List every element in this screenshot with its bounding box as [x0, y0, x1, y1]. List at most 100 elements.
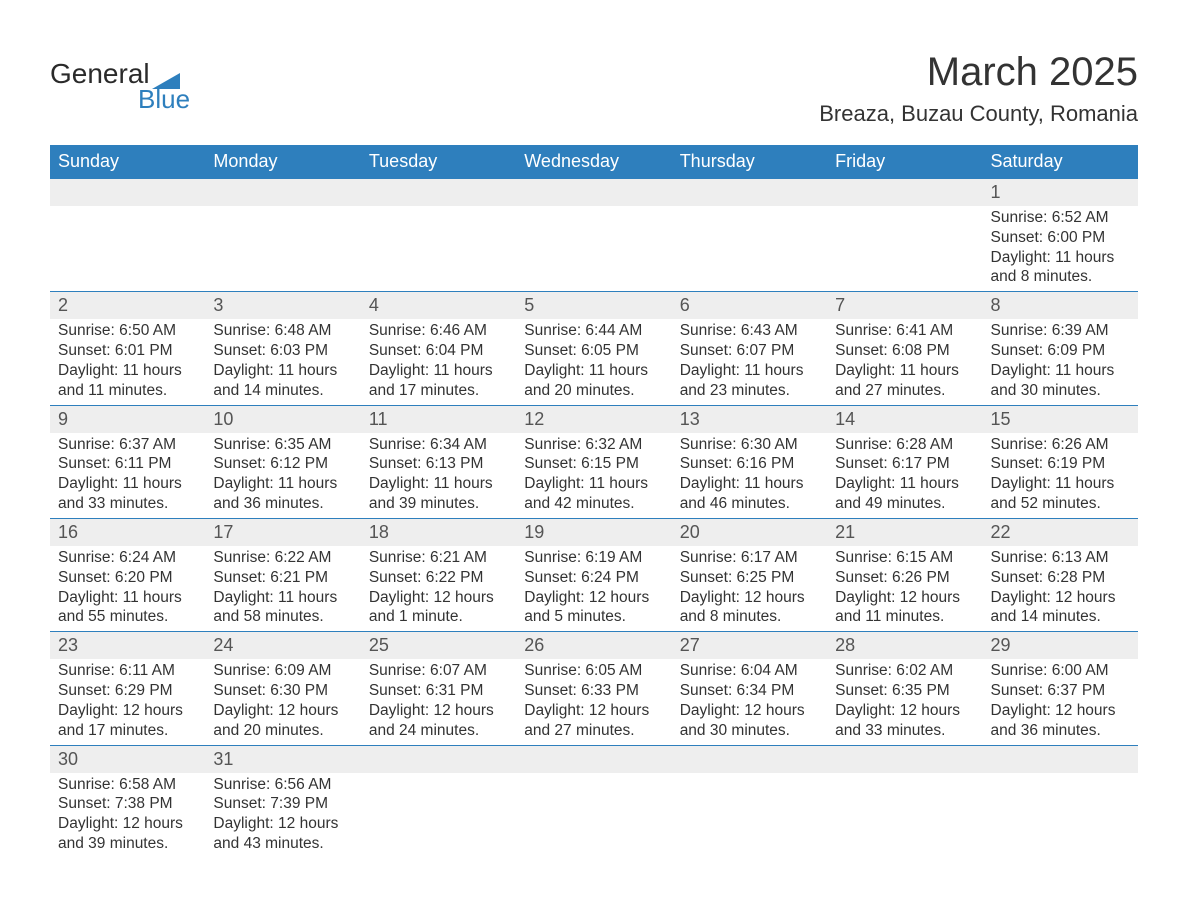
daynum-cell: 14	[827, 405, 982, 433]
details-cell: Sunrise: 6:24 AMSunset: 6:20 PMDaylight:…	[50, 546, 205, 632]
sunset-line: Sunset: 6:20 PM	[58, 568, 197, 588]
daylight-line: Daylight: 11 hours and 58 minutes.	[213, 588, 352, 628]
daylight-line: Daylight: 11 hours and 27 minutes.	[835, 361, 974, 401]
details-cell: Sunrise: 6:07 AMSunset: 6:31 PMDaylight:…	[361, 659, 516, 745]
sunset-line: Sunset: 6:34 PM	[680, 681, 819, 701]
daylight-line: Daylight: 11 hours and 52 minutes.	[991, 474, 1130, 514]
details-cell: Sunrise: 6:37 AMSunset: 6:11 PMDaylight:…	[50, 433, 205, 519]
daynum-cell: 8	[983, 292, 1138, 320]
details-cell	[361, 206, 516, 292]
day-number: 29	[983, 632, 1138, 659]
sunset-line: Sunset: 6:11 PM	[58, 454, 197, 474]
day-number: 10	[205, 406, 360, 433]
details-cell: Sunrise: 6:41 AMSunset: 6:08 PMDaylight:…	[827, 319, 982, 405]
sunrise-line: Sunrise: 6:39 AM	[991, 321, 1130, 341]
details-cell: Sunrise: 6:56 AMSunset: 7:39 PMDaylight:…	[205, 773, 360, 858]
location: Breaza, Buzau County, Romania	[819, 101, 1138, 127]
details-cell: Sunrise: 6:09 AMSunset: 6:30 PMDaylight:…	[205, 659, 360, 745]
sunset-line: Sunset: 6:31 PM	[369, 681, 508, 701]
day-details: Sunrise: 6:44 AMSunset: 6:05 PMDaylight:…	[516, 319, 671, 404]
day-details: Sunrise: 6:24 AMSunset: 6:20 PMDaylight:…	[50, 546, 205, 631]
sunset-line: Sunset: 6:29 PM	[58, 681, 197, 701]
daylight-line: Daylight: 11 hours and 46 minutes.	[680, 474, 819, 514]
daylight-line: Daylight: 12 hours and 20 minutes.	[213, 701, 352, 741]
details-cell	[672, 773, 827, 858]
daynum-cell	[672, 745, 827, 773]
sunrise-line: Sunrise: 6:05 AM	[524, 661, 663, 681]
details-cell	[672, 206, 827, 292]
sunset-line: Sunset: 7:39 PM	[213, 794, 352, 814]
daylight-line: Daylight: 11 hours and 42 minutes.	[524, 474, 663, 514]
day-number: 1	[983, 179, 1138, 206]
day-number: 8	[983, 292, 1138, 319]
day-details: Sunrise: 6:52 AMSunset: 6:00 PMDaylight:…	[983, 206, 1138, 291]
daynum-cell: 16	[50, 518, 205, 546]
sunrise-line: Sunrise: 6:07 AM	[369, 661, 508, 681]
daynum-cell	[827, 179, 982, 207]
day-number: 14	[827, 406, 982, 433]
details-cell: Sunrise: 6:15 AMSunset: 6:26 PMDaylight:…	[827, 546, 982, 632]
daynum-cell: 1	[983, 179, 1138, 207]
daynum-cell: 17	[205, 518, 360, 546]
weekday-header: Saturday	[983, 145, 1138, 179]
daynum-cell: 4	[361, 292, 516, 320]
details-row: Sunrise: 6:52 AMSunset: 6:00 PMDaylight:…	[50, 206, 1138, 292]
daynum-cell: 26	[516, 632, 671, 660]
day-details: Sunrise: 6:41 AMSunset: 6:08 PMDaylight:…	[827, 319, 982, 404]
daynum-cell: 23	[50, 632, 205, 660]
header: General Blue March 2025 Breaza, Buzau Co…	[50, 50, 1138, 127]
details-cell: Sunrise: 6:35 AMSunset: 6:12 PMDaylight:…	[205, 433, 360, 519]
details-cell: Sunrise: 6:17 AMSunset: 6:25 PMDaylight:…	[672, 546, 827, 632]
daynum-cell: 31	[205, 745, 360, 773]
daylight-line: Daylight: 12 hours and 30 minutes.	[680, 701, 819, 741]
day-number: 22	[983, 519, 1138, 546]
day-number: 12	[516, 406, 671, 433]
daylight-line: Daylight: 11 hours and 20 minutes.	[524, 361, 663, 401]
sunrise-line: Sunrise: 6:30 AM	[680, 435, 819, 455]
sunset-line: Sunset: 6:28 PM	[991, 568, 1130, 588]
sunrise-line: Sunrise: 6:24 AM	[58, 548, 197, 568]
weekday-header: Tuesday	[361, 145, 516, 179]
details-cell	[983, 773, 1138, 858]
day-number: 13	[672, 406, 827, 433]
sunrise-line: Sunrise: 6:17 AM	[680, 548, 819, 568]
day-number: 30	[50, 746, 205, 773]
sunset-line: Sunset: 6:03 PM	[213, 341, 352, 361]
day-details: Sunrise: 6:17 AMSunset: 6:25 PMDaylight:…	[672, 546, 827, 631]
day-number: 24	[205, 632, 360, 659]
sunset-line: Sunset: 6:07 PM	[680, 341, 819, 361]
daynum-cell	[361, 179, 516, 207]
sunrise-line: Sunrise: 6:50 AM	[58, 321, 197, 341]
day-details: Sunrise: 6:13 AMSunset: 6:28 PMDaylight:…	[983, 546, 1138, 631]
logo-text-general: General	[50, 58, 150, 90]
day-details: Sunrise: 6:22 AMSunset: 6:21 PMDaylight:…	[205, 546, 360, 631]
logo-text-blue: Blue	[138, 84, 190, 115]
logo: General Blue	[50, 50, 190, 115]
sunset-line: Sunset: 7:38 PM	[58, 794, 197, 814]
day-number: 17	[205, 519, 360, 546]
details-cell	[361, 773, 516, 858]
daynum-cell: 28	[827, 632, 982, 660]
sunrise-line: Sunrise: 6:28 AM	[835, 435, 974, 455]
details-cell	[50, 206, 205, 292]
sunset-line: Sunset: 6:08 PM	[835, 341, 974, 361]
details-cell: Sunrise: 6:30 AMSunset: 6:16 PMDaylight:…	[672, 433, 827, 519]
sunset-line: Sunset: 6:00 PM	[991, 228, 1130, 248]
day-details: Sunrise: 6:39 AMSunset: 6:09 PMDaylight:…	[983, 319, 1138, 404]
day-details: Sunrise: 6:46 AMSunset: 6:04 PMDaylight:…	[361, 319, 516, 404]
day-details: Sunrise: 6:07 AMSunset: 6:31 PMDaylight:…	[361, 659, 516, 744]
details-cell: Sunrise: 6:32 AMSunset: 6:15 PMDaylight:…	[516, 433, 671, 519]
title-block: March 2025 Breaza, Buzau County, Romania	[819, 50, 1138, 127]
sunset-line: Sunset: 6:33 PM	[524, 681, 663, 701]
weekday-header: Wednesday	[516, 145, 671, 179]
day-details: Sunrise: 6:50 AMSunset: 6:01 PMDaylight:…	[50, 319, 205, 404]
weekday-header: Friday	[827, 145, 982, 179]
details-cell: Sunrise: 6:00 AMSunset: 6:37 PMDaylight:…	[983, 659, 1138, 745]
details-row: Sunrise: 6:37 AMSunset: 6:11 PMDaylight:…	[50, 433, 1138, 519]
details-cell: Sunrise: 6:22 AMSunset: 6:21 PMDaylight:…	[205, 546, 360, 632]
daynum-cell: 19	[516, 518, 671, 546]
day-details: Sunrise: 6:02 AMSunset: 6:35 PMDaylight:…	[827, 659, 982, 744]
daylight-line: Daylight: 12 hours and 14 minutes.	[991, 588, 1130, 628]
weekday-header: Monday	[205, 145, 360, 179]
day-number: 6	[672, 292, 827, 319]
